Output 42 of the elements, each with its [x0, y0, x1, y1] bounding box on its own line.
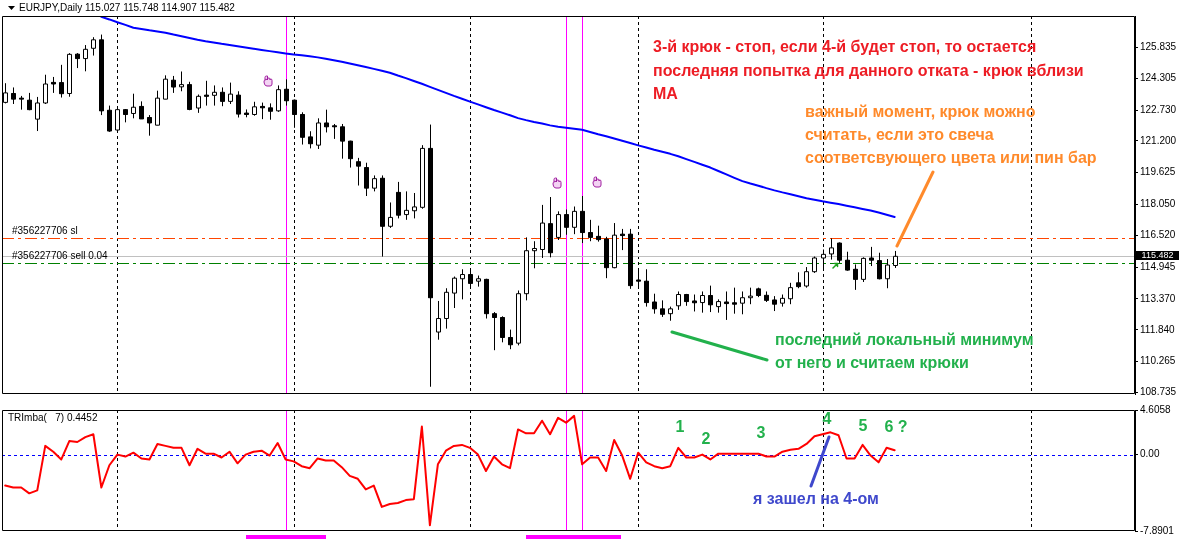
candlestick [516, 289, 521, 346]
candlestick [492, 311, 497, 351]
candlestick [436, 300, 441, 341]
annotation: 3 [756, 422, 766, 442]
y-tick-label: 116.520 [1140, 229, 1176, 241]
ref-line-label: #356227706 sl [12, 225, 78, 237]
y-tick-label: 118.050 [1140, 198, 1176, 210]
annotation: 2 [701, 428, 711, 448]
y-tick-label: 4.6058 [1140, 403, 1172, 415]
ref-line-label: 115.482 [1136, 250, 1179, 260]
candlestick [732, 287, 737, 315]
annotation: 3-й крюк - стоп, если 4-й будет стоп, то остается последняя попытка для данного отката - крюк вблизи MA [653, 38, 1084, 102]
y-tick-label: 122.730 [1140, 103, 1177, 115]
annotation: 4 [822, 408, 832, 428]
y-tick-label: 124.305 [1140, 72, 1177, 84]
y-tick-label: 110.265 [1140, 355, 1176, 367]
annotation: 5 [858, 415, 868, 435]
y-tick-label: -7.8901 [1140, 524, 1175, 536]
annotation: 1 [675, 416, 685, 436]
candlestick [316, 117, 321, 150]
chart-title: EURJPY,Daily 115.027 115.748 114.907 115.482 [19, 2, 235, 14]
chart-title: TRImba( 7) 0.4452 [8, 412, 98, 424]
candlestick [804, 266, 809, 289]
candlestick [740, 290, 745, 315]
y-tick-label: 0.00 [1140, 448, 1160, 460]
y-tick-label: 114.945 [1140, 260, 1176, 272]
candlestick [356, 157, 361, 187]
annotation: я зашел на 4-ом [753, 488, 879, 508]
y-tick-label: 125.835 [1140, 41, 1177, 53]
ref-line-label: #356227706 sell 0.04 [12, 250, 108, 262]
candlestick [588, 219, 593, 242]
y-tick-label: 119.625 [1140, 166, 1176, 178]
annotation: важный момент, крюк можно считать, если это свеча соответсвующего цвета или пин бар [805, 102, 1097, 168]
annotation: 6 ? [884, 416, 908, 436]
y-tick-label: 111.840 [1140, 323, 1176, 335]
candlestick [91, 36, 96, 57]
y-tick-label: 113.370 [1140, 292, 1176, 304]
y-tick-label: 108.735 [1140, 386, 1177, 398]
candlestick [340, 123, 345, 160]
annotation: последний локальный минимум от него и считаем крюки [775, 330, 1034, 373]
y-tick-label: 121.200 [1140, 134, 1177, 146]
candlestick [556, 210, 561, 241]
